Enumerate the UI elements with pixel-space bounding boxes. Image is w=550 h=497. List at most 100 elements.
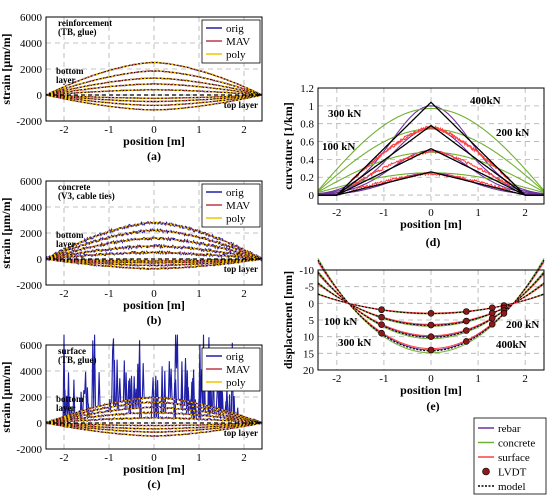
annotation-bottom-layer: layer (56, 239, 76, 249)
y-tick-label: 5 (309, 315, 315, 327)
x-tick-label: 1 (196, 288, 202, 300)
x-tick-label: 1 (196, 452, 202, 464)
model-curve-1 (318, 147, 544, 196)
lvdt-point (427, 346, 435, 354)
fit-dots-6 (45, 94, 263, 102)
panel-label: (e) (426, 399, 439, 413)
model-curve-2 (318, 124, 544, 196)
rebar-curve-1 (318, 149, 544, 195)
y-tick-label: 1 (309, 101, 315, 113)
fit-dots-3 (45, 401, 263, 424)
annotation-bottom-layer: bottom (56, 66, 84, 76)
chart-d: -2 -1 0 1 2 0 0.2 0.4 0.6 0.8 1 1.2 position [m] curv… (281, 83, 545, 249)
y-tick-label: -2000 (16, 280, 42, 292)
y-tick-label: 0.6 (300, 137, 314, 149)
x-tick-label: -1 (104, 452, 113, 464)
x-tick-label: 2 (241, 452, 247, 464)
y-tick-label: -5 (305, 282, 315, 294)
x-axis-label: position [m] (123, 462, 185, 476)
y-tick-label: 20 (303, 365, 315, 377)
x-axis-label: position [m] (123, 134, 185, 148)
y-tick-label: 2000 (20, 228, 43, 240)
lvdt-point (488, 320, 496, 328)
poly-line-4 (45, 396, 263, 424)
poly-line-3 (45, 401, 263, 424)
x-tick-label: -1 (379, 373, 388, 385)
lvdt-point (463, 327, 470, 334)
y-tick-label: 6000 (20, 12, 43, 24)
y-tick-label: 15 (303, 348, 315, 360)
fit-dots-5 (46, 258, 262, 262)
x-tick-label: -1 (104, 124, 113, 136)
load-label: 100 kN (322, 141, 355, 153)
lvdt-point (427, 321, 435, 329)
y-tick-label: 6000 (20, 340, 43, 352)
lvdt-point (463, 308, 470, 315)
load-label: 300 kN (338, 337, 371, 349)
annotation-bottom-layer: bottom (56, 394, 84, 404)
fit-dots-7 (45, 258, 263, 266)
x-tick-label: 0 (428, 373, 434, 385)
y-tick-label: 0.8 (300, 119, 314, 131)
legend-label-mav: MAV (226, 364, 250, 376)
fit-dots-2 (45, 237, 263, 260)
poly-line-4 (45, 61, 263, 96)
poly-line-2 (45, 237, 263, 260)
fit-dots-4 (45, 62, 263, 96)
fit-dots-5 (46, 422, 262, 427)
load-label: 200 kN (496, 127, 529, 139)
load-label: 400kN (470, 95, 501, 107)
plot-frame (317, 269, 545, 371)
y-tick-label: 0 (37, 90, 43, 102)
annotation-bottom-layer: layer (56, 75, 76, 85)
legend-label-poly: poly (226, 377, 246, 389)
lvdt-point (488, 314, 496, 322)
panel-label: (c) (147, 477, 160, 491)
y-tick-label: 1.2 (300, 83, 314, 95)
plot-frame (317, 87, 545, 205)
panel-label: (d) (426, 235, 441, 249)
legend-label-mav: MAV (226, 200, 250, 212)
y-axis-label: strain [μm/m] (0, 33, 13, 104)
x-tick-label: 0 (151, 288, 157, 300)
load-label: 200 kN (506, 319, 539, 331)
panel-label: (b) (147, 313, 162, 327)
y-tick-label: 0 (309, 298, 315, 310)
load-label: 300 kN (328, 108, 361, 120)
legend-label-model: model (498, 481, 526, 493)
x-tick-label: -1 (104, 288, 113, 300)
x-tick-label: -2 (332, 373, 341, 385)
annotation-title: reinforcement (58, 18, 112, 28)
x-axis-label: position [m] (400, 217, 462, 231)
lvdt-point (427, 333, 435, 340)
y-tick-label: -2000 (16, 444, 42, 456)
fit-dots-8 (45, 94, 263, 111)
x-tick-label: -2 (59, 124, 68, 136)
annotation-top-layer: top layer (224, 428, 258, 438)
x-tick-label: 0 (151, 452, 157, 464)
annotation-top-layer: top layer (224, 264, 258, 274)
x-axis-label: position [m] (400, 383, 462, 397)
annotation-title: concrete (58, 182, 90, 192)
y-tick-label: 4000 (20, 38, 43, 50)
x-tick-label: 2 (522, 373, 528, 385)
load-label: 400kN (496, 339, 527, 351)
legend: rebar concrete surface LVDT model (473, 417, 547, 495)
annotation-title: surface (58, 346, 86, 356)
model-displacement-0 (317, 293, 545, 315)
chart-a: -2 -1 0 1 2 -2000 0 2000 4000 6000 position [m] str… (0, 12, 263, 163)
legend-label-poly: poly (226, 213, 246, 225)
x-tick-label: -2 (59, 452, 68, 464)
surface-curve-0 (350, 171, 511, 192)
y-tick-label: 0.4 (300, 154, 314, 166)
fit-dots-8 (45, 258, 263, 270)
fit-dots-7 (45, 94, 263, 106)
y-tick-label: 0 (37, 254, 43, 266)
y-axis-label: strain [μm/m] (0, 197, 13, 268)
concrete-curve-3 (317, 107, 545, 191)
y-tick-label: 4000 (20, 366, 43, 378)
fit-dots-0 (45, 89, 263, 96)
fit-dots-2 (45, 406, 263, 424)
fit-dots-7 (45, 422, 263, 433)
